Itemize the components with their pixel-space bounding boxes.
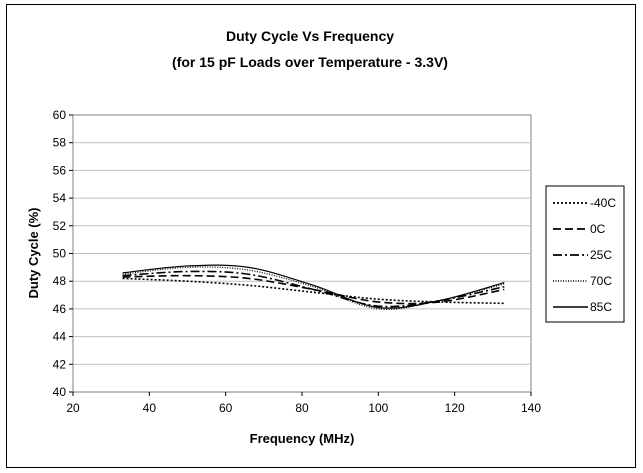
x-tick-label: 20 (66, 401, 80, 415)
chart-title: Duty Cycle Vs Frequency (226, 28, 394, 44)
y-tick-label: 58 (53, 136, 67, 150)
x-tick-label: 100 (368, 401, 388, 415)
x-tick-label: 80 (295, 401, 309, 415)
series-lines (122, 264, 505, 310)
y-tick-label: 40 (53, 385, 67, 399)
legend-box (545, 185, 625, 323)
y-tick-label: 54 (53, 191, 67, 205)
series-line-70C (122, 266, 505, 310)
x-tick-label: 120 (445, 401, 465, 415)
y-tick-label: 42 (53, 357, 67, 371)
y-axis-title: Duty Cycle (%) (26, 207, 41, 298)
legend-label: -40C (590, 196, 616, 210)
legend-label: 85C (590, 300, 612, 314)
series-line-0C (122, 274, 505, 305)
x-axis-ticks: 20 40 60 80 100 120 140 (66, 392, 541, 415)
series-line-25C (122, 270, 505, 308)
y-tick-label: 44 (53, 330, 67, 344)
gridlines (73, 142, 531, 365)
chart-subtitle: (for 15 pF Loads over Temperature - 3.3V… (172, 54, 448, 70)
y-tick-label: 46 (53, 302, 67, 316)
y-axis-ticks: 40 42 44 46 48 50 52 54 56 58 60 (53, 108, 73, 399)
y-tick-label: 52 (53, 219, 67, 233)
legend-label: 70C (590, 274, 612, 288)
legend-label: 0C (590, 222, 606, 236)
legend: -40C 0C 25C 70C 85C (553, 196, 616, 314)
y-tick-label: 50 (53, 247, 67, 261)
y-tick-label: 56 (53, 163, 67, 177)
x-tick-label: 60 (219, 401, 233, 415)
y-tick-label: 48 (53, 274, 67, 288)
legend-label: 25C (590, 248, 612, 262)
x-tick-label: 40 (143, 401, 157, 415)
y-tick-label: 60 (53, 108, 67, 122)
series-line-85C (122, 264, 505, 309)
x-axis-title: Frequency (MHz) (250, 431, 355, 446)
x-tick-label: 140 (521, 401, 541, 415)
